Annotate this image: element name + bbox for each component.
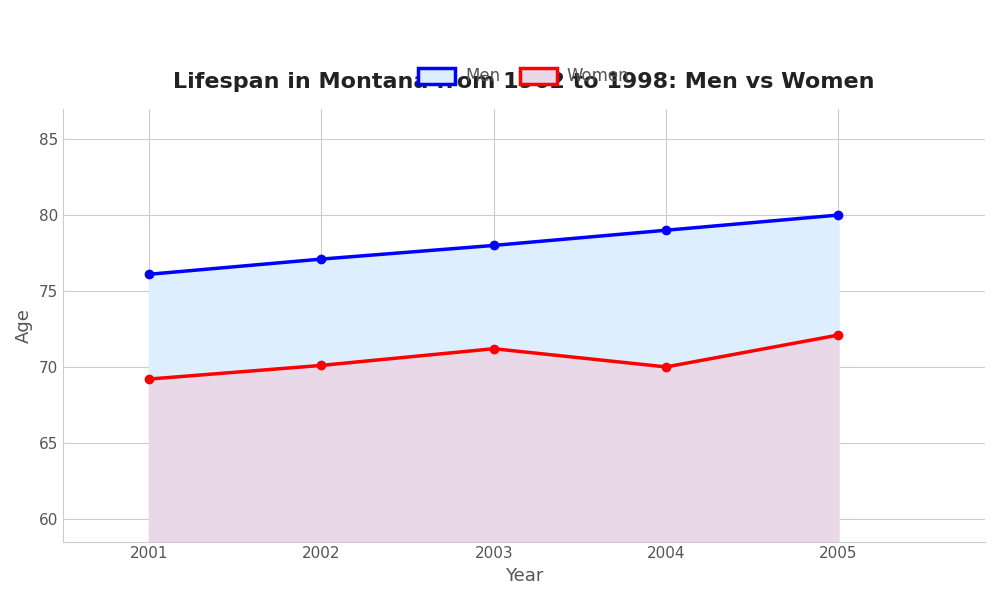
Legend: Men, Women: Men, Women bbox=[412, 61, 636, 92]
X-axis label: Year: Year bbox=[505, 567, 543, 585]
Title: Lifespan in Montana from 1962 to 1998: Men vs Women: Lifespan in Montana from 1962 to 1998: M… bbox=[173, 72, 875, 92]
Y-axis label: Age: Age bbox=[15, 308, 33, 343]
